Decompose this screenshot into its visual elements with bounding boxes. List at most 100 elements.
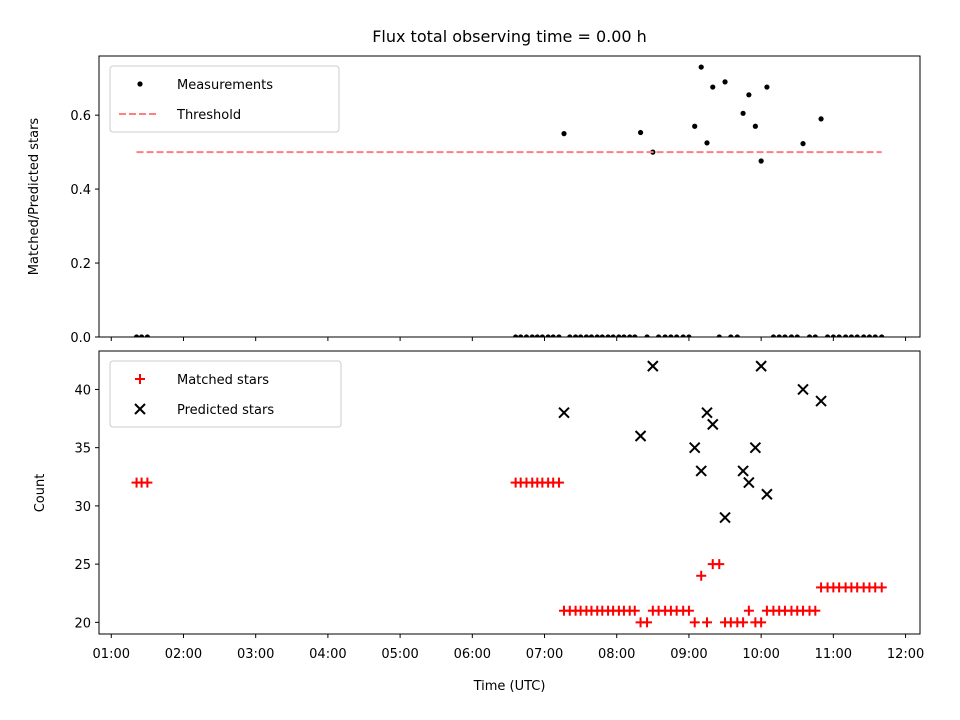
measurement-point <box>848 334 855 337</box>
matched-stars-point <box>743 605 754 616</box>
measurement-point <box>861 334 867 337</box>
measurement-point <box>686 334 692 337</box>
measurement-point <box>854 334 860 337</box>
measurement-point <box>752 123 758 129</box>
predicted-stars-point <box>761 488 773 500</box>
x-tick-label: 03:00 <box>237 647 274 662</box>
matched-stars-point <box>642 617 653 628</box>
measurement-point <box>572 334 579 337</box>
legend-label: Matched stars <box>177 373 269 388</box>
measurement-point <box>594 334 600 337</box>
predicted-stars-point <box>558 407 570 419</box>
measurement-point <box>740 110 746 116</box>
y-tick-label: 40 <box>74 383 91 398</box>
predicted-stars-point <box>815 395 827 407</box>
measurement-point <box>866 334 873 337</box>
measurement-point <box>734 334 740 337</box>
matched-stars-point <box>876 582 887 593</box>
measurement-point <box>818 116 824 122</box>
top-panel: Flux total observing time = 0.00 h 0.00.… <box>27 27 921 346</box>
measurement-point <box>605 334 611 337</box>
legend: Matched stars Predicted stars <box>109 360 342 428</box>
measurement-point <box>610 334 616 337</box>
measurement-point <box>616 334 622 337</box>
matched-stars-point <box>738 617 749 628</box>
measurement-point <box>556 334 562 337</box>
matched-stars-point <box>629 605 640 616</box>
measurement-point <box>139 334 145 337</box>
y-tick-label: 30 <box>74 500 91 515</box>
x-tick-label: 04:00 <box>309 647 346 662</box>
legend-box <box>109 65 340 133</box>
axes-frame <box>98 55 921 338</box>
top-y-axis-label: Matched/Predicted stars <box>27 118 42 276</box>
x-tick-label: 10:00 <box>742 647 779 662</box>
series-layer <box>131 360 887 628</box>
x-axis-label: Time (UTC) <box>473 679 546 694</box>
x-tick-label: 12:00 <box>887 647 924 662</box>
measurement-point <box>770 334 777 337</box>
legend-dot-swatch <box>137 81 143 87</box>
measurement-point <box>662 334 668 337</box>
measurement-point <box>879 334 885 337</box>
measurement-point <box>812 334 818 337</box>
x-tick-label: 08:00 <box>598 647 635 662</box>
measurement-point <box>728 334 734 337</box>
measurement-point <box>133 334 140 337</box>
bottom-panel-plot-area: 20 25 30 35 40 01:00 02:00 03:00 04:00 05:00 06:00… <box>74 350 924 662</box>
x-tick-label: 09:00 <box>670 647 707 662</box>
predicted-stars-point <box>797 383 809 396</box>
measurement-point <box>529 334 535 337</box>
measurement-point <box>588 334 595 337</box>
measurement-point <box>692 123 698 129</box>
measurement-point <box>806 334 813 337</box>
bottom-panel: 20 25 30 35 40 01:00 02:00 03:00 04:00 05:00 06:00… <box>33 350 924 694</box>
x-tick-label: 01:00 <box>93 647 130 662</box>
measurement-point <box>782 334 788 337</box>
legend-label: Measurements <box>177 78 273 93</box>
measurement-point <box>561 131 567 137</box>
measurement-point <box>144 334 150 337</box>
measurement-point <box>621 334 627 337</box>
legend-plus-swatch <box>135 374 145 384</box>
predicted-stars-point <box>647 360 659 372</box>
measurement-point <box>583 334 590 337</box>
measurement-point <box>599 334 605 337</box>
measurement-point <box>518 334 524 337</box>
matched-stars-point <box>810 605 821 616</box>
x-tick-label: 07:00 <box>526 647 563 662</box>
x-tick-label: 02:00 <box>165 647 202 662</box>
measurement-point <box>680 334 686 337</box>
measurement-point <box>794 334 800 337</box>
matched-stars-point <box>696 570 707 581</box>
measurement-point <box>578 334 584 337</box>
predicted-stars-point <box>749 441 762 454</box>
measurement-point <box>668 334 674 337</box>
measurement-point <box>764 84 770 90</box>
measurement-point <box>824 334 831 337</box>
y-tick-label: 20 <box>74 616 91 631</box>
matched-stars-point <box>689 617 700 628</box>
predicted-stars-point <box>695 465 707 477</box>
predicted-stars-point <box>743 476 755 489</box>
predicted-stars-point <box>755 360 767 372</box>
top-panel-plot-area: 0.0 0.2 0.4 0.6 Measurements Threshold <box>70 55 921 346</box>
bottom-y-axis-label: Count <box>33 474 48 513</box>
y-tick-label: 0.4 <box>70 183 91 198</box>
measurement-point <box>698 64 704 70</box>
matched-stars-point <box>756 617 767 628</box>
legend: Measurements Threshold <box>109 65 340 133</box>
measurement-point <box>523 334 530 337</box>
measurement-point <box>674 334 680 337</box>
measurement-point <box>545 334 551 337</box>
measurement-point <box>843 334 849 337</box>
y-tick-label: 25 <box>74 558 91 573</box>
measurement-point <box>788 334 795 337</box>
measurement-point <box>710 84 716 90</box>
axes-frame <box>98 350 921 635</box>
measurement-point <box>716 334 722 337</box>
x-tick-label: 05:00 <box>381 647 418 662</box>
measurement-point <box>534 334 540 337</box>
legend-label: Predicted stars <box>177 403 274 418</box>
